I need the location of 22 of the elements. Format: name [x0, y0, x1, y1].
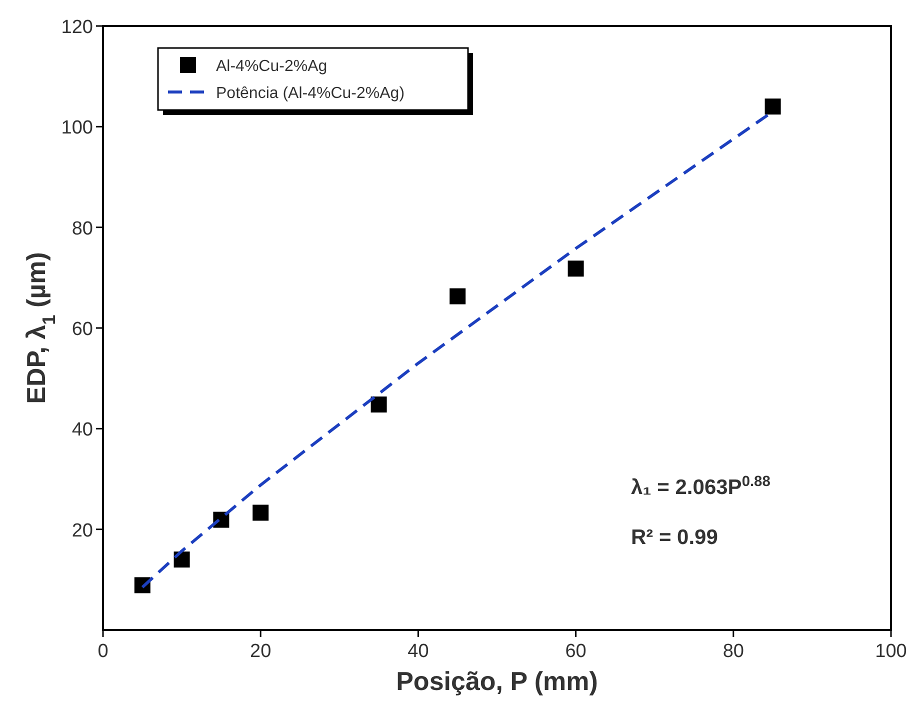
point [252, 504, 269, 521]
y-tick-label: 120 [61, 17, 93, 38]
x-tick-label: 60 [565, 641, 586, 662]
annotation: λ₁ = 2.063P$^{0.88}$ [630, 474, 770, 500]
legend-label: Al-4%Cu-2%Ag [216, 58, 328, 75]
x-axis-title: Posição, P (mm) [396, 666, 598, 696]
y-tick-label: 100 [61, 118, 93, 139]
x-tick-label: 80 [722, 641, 744, 662]
y-tick-label: 20 [72, 520, 93, 542]
x-tick-label: 0 [98, 641, 108, 662]
y-tick-label: 80 [72, 218, 93, 240]
point [568, 260, 584, 277]
y-tick-label: 60 [72, 319, 93, 340]
point [764, 98, 781, 115]
point [450, 288, 466, 304]
x-tick-label: 20 [250, 641, 272, 662]
y-tick-label: 40 [72, 420, 93, 441]
x-tick-label: 100 [875, 641, 907, 662]
x-tick-label: 40 [408, 641, 429, 662]
legend-label: Potência (Al-4%Cu-2%Ag) [216, 85, 405, 102]
annotation: R² = 0.99 [630, 526, 718, 550]
point [370, 396, 387, 413]
